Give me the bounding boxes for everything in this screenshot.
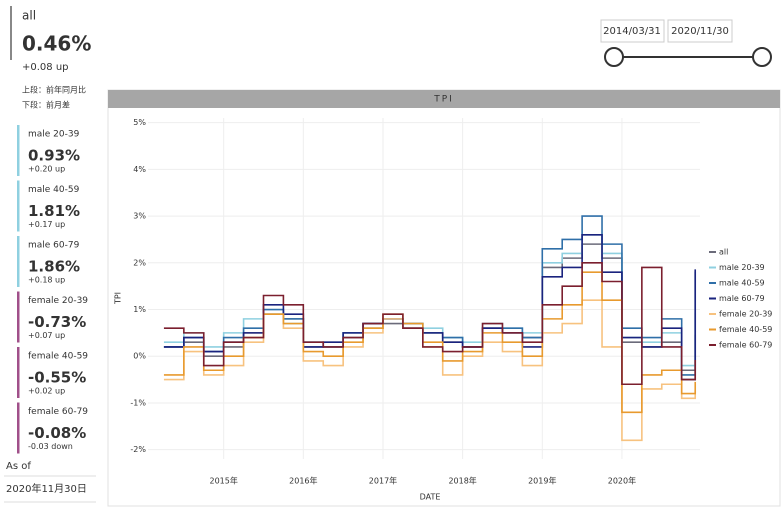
- chart-title: TPI: [433, 95, 454, 105]
- segment-bar: [17, 125, 20, 176]
- segment-change: +0.20 up: [28, 165, 65, 174]
- y-tick-label: 3%: [133, 212, 146, 221]
- segment-bar: [17, 402, 20, 454]
- y-tick-label: 1%: [133, 305, 146, 314]
- legend-label: female 60-79: [719, 341, 772, 350]
- segment-label: male 60-79: [28, 241, 80, 251]
- x-tick-label: 2015年: [209, 476, 237, 486]
- legend-label: female 40-59: [719, 325, 772, 334]
- segment-label: male 40-59: [28, 185, 80, 195]
- segment-label: female 40-59: [28, 352, 88, 362]
- x-tick-label: 2017年: [369, 476, 397, 486]
- note: 上段：前年同月比: [22, 85, 86, 95]
- legend-label: female 20-39: [719, 310, 772, 319]
- segment-bar: [17, 347, 20, 398]
- segment-change: +0.07 up: [28, 331, 65, 340]
- slider-handle[interactable]: [604, 47, 624, 67]
- note: 下段：前月差: [22, 100, 70, 110]
- segment-bar: [17, 291, 20, 343]
- x-tick-label: 2019年: [528, 476, 556, 486]
- segment-value: -0.08%: [28, 424, 86, 442]
- chart-panel: [107, 89, 781, 507]
- summary-change: +0.08 up: [22, 62, 69, 73]
- summary-value: 0.46%: [22, 32, 91, 56]
- legend-label: all: [719, 248, 728, 257]
- segment-label: male 20-39: [28, 130, 80, 140]
- y-tick-label: 2%: [133, 258, 146, 267]
- segment-value: 1.81%: [28, 202, 80, 220]
- summary-bar: [10, 6, 12, 60]
- x-tick-label: 2020年: [608, 476, 636, 486]
- segment-bar: [17, 180, 20, 232]
- y-tick-label: -1%: [130, 398, 146, 407]
- segment-change: -0.03 down: [28, 442, 73, 451]
- as-of-date: 2020年11月30日: [6, 482, 87, 495]
- chart-header: [108, 90, 780, 108]
- y-tick-label: 5%: [133, 118, 146, 127]
- date-input[interactable]: [600, 19, 665, 43]
- x-tick-label: 2016年: [289, 476, 317, 486]
- segment-value: -0.55%: [28, 369, 86, 387]
- date-start: 2014/03/31: [603, 26, 661, 37]
- slider-handle[interactable]: [752, 47, 772, 67]
- y-axis-label: TPI: [114, 292, 123, 305]
- segment-bar: [17, 236, 20, 287]
- x-axis-label: DATE: [420, 493, 441, 502]
- segment-change: +0.02 up: [28, 387, 65, 396]
- segment-label: female 20-39: [28, 296, 88, 306]
- as-of-label: As of: [6, 461, 31, 472]
- date-input[interactable]: [667, 19, 733, 43]
- segment-value: 1.86%: [28, 258, 80, 276]
- segment-change: +0.18 up: [28, 276, 65, 285]
- legend-label: male 40-59: [719, 279, 765, 288]
- y-tick-label: 0%: [133, 352, 146, 361]
- legend-label: male 60-79: [719, 294, 765, 303]
- segment-value: 0.93%: [28, 147, 80, 165]
- segment-label: female 60-79: [28, 407, 88, 417]
- segment-change: +0.17 up: [28, 220, 65, 229]
- y-tick-label: -2%: [130, 445, 146, 454]
- x-tick-label: 2018年: [448, 476, 476, 486]
- series-line: [163, 262, 697, 386]
- y-tick-label: 4%: [133, 165, 146, 174]
- legend-label: male 20-39: [719, 263, 765, 272]
- date-end: 2020/11/30: [671, 26, 729, 37]
- summary-label: all: [22, 9, 36, 23]
- segment-value: -0.73%: [28, 313, 86, 331]
